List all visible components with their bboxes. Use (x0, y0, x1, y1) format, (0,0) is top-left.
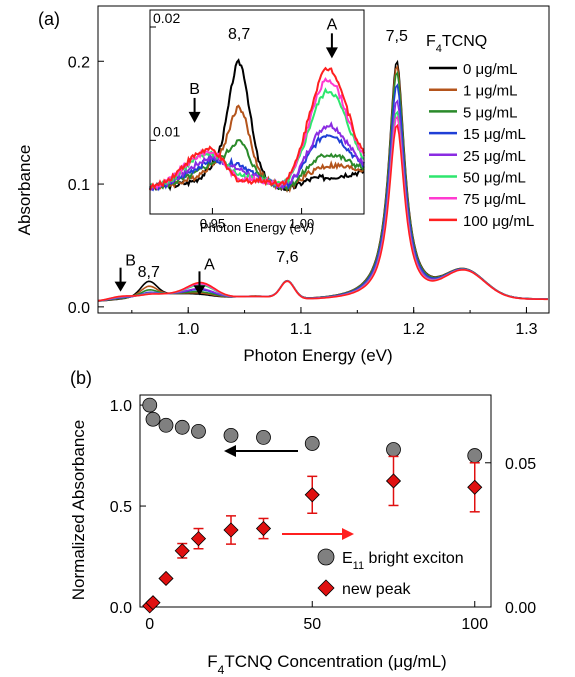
legend-b-label-1: new peak (342, 581, 411, 598)
x-tick-label-1: 1.1 (290, 321, 312, 338)
panel-b-frame (139, 394, 492, 608)
y-tick-label-1: 0.1 (68, 177, 90, 194)
peak-label-1: 8,7 (138, 264, 160, 281)
new-peak-point (223, 522, 239, 538)
b-x-tick-label-2: 100 (461, 616, 488, 633)
new-peak-point (385, 473, 402, 489)
panel-a-y-axis-label: Absorbance (15, 145, 34, 236)
right-axis-arrowhead (342, 528, 354, 540)
peak-label-3: 7,6 (276, 249, 298, 266)
b-x-tick-label-0: 0 (145, 616, 154, 633)
panel-a-legend: F4TCNQ 0 μg/mL 1 μg/mL 5 μg/mL 15 μg/mL 25 μ… (426, 33, 534, 230)
panel-a-label: (a) (38, 9, 60, 29)
inset-arrowhead-2 (325, 47, 338, 59)
legend-label-0: 0 μg/mL (463, 61, 518, 78)
legend-diamond-marker (317, 579, 335, 597)
panel-a-peak-labels: B8,7 A 7,67,5 (114, 28, 408, 296)
inset-y-tick-label-0: 0.01 (153, 123, 180, 139)
inset-arrowhead-1 (188, 111, 201, 123)
panel-b-ticks: 0 50 100 0.0 0.5 1.0 0.00 0.05 (110, 398, 536, 633)
exciton-point (256, 429, 271, 445)
exciton-point (467, 448, 483, 463)
legend-label-2: 5 μg/mL (463, 104, 518, 121)
legend-title: F4TCNQ (426, 33, 487, 55)
exciton-point (223, 427, 239, 443)
b-y-tick-label-2: 1.0 (110, 398, 132, 415)
legend-label-1: 1 μg/mL (463, 83, 518, 100)
inset-label-2: A (327, 16, 338, 33)
panel-b-y-axis-label: Normalized Absorbance (69, 420, 88, 600)
x-tick-label-3: 1.3 (515, 321, 537, 338)
b-y2-tick-label-0: 0.00 (505, 600, 536, 617)
exciton-point (158, 417, 174, 433)
main-curves (97, 59, 548, 302)
new-peak-point (255, 520, 272, 537)
exciton-point (191, 423, 206, 439)
new-peak-point (190, 531, 207, 547)
panel-b-legend: E11 bright exciton new peak (317, 548, 464, 598)
peak-label-4: 7,5 (386, 28, 408, 45)
inset-ticks: 0.95 1.00 0.01 0.02 (150, 10, 314, 231)
inset-series-0 (149, 58, 365, 192)
legend-b-label-0: E11 bright exciton (342, 550, 464, 572)
new-peak-point (174, 543, 190, 559)
b-y-tick-label-1: 0.5 (110, 499, 132, 516)
inset-label-1: B (189, 81, 200, 98)
panel-b: (b) Normalized Absorbance F4TCNQ Concent… (69, 368, 536, 677)
inset-x-axis-label: Photon Energy (eV) (200, 220, 314, 235)
exciton-point (304, 436, 320, 451)
exciton-point (142, 397, 158, 413)
legend-circle-marker (317, 548, 335, 566)
peak-label-2: A (204, 256, 215, 273)
inset-curves (149, 58, 365, 194)
new-peak-point (467, 479, 483, 495)
panel-a-frame (97, 5, 550, 314)
peak-arrowhead-2 (193, 285, 206, 296)
panel-a-ticks: 1.0 1.1 1.2 1.3 0.0 0.1 0.2 (68, 54, 538, 338)
inset-series-2 (149, 139, 365, 192)
x-tick-label-0: 1.0 (177, 321, 199, 338)
y-tick-label-0: 0.0 (68, 300, 90, 317)
b-y2-tick-label-1: 0.05 (505, 456, 536, 473)
inset-series-7 (149, 66, 365, 191)
inset-x-tick-label-1: 1.00 (289, 216, 314, 231)
panel-b-label: (b) (70, 368, 92, 388)
y-tick-label-2: 0.2 (68, 54, 90, 71)
legend-label-7: 100 μg/mL (463, 213, 534, 230)
b-y-tick-label-0: 0.0 (110, 600, 132, 617)
left-axis-arrowhead (224, 445, 236, 457)
inset-label-0: 8,7 (228, 26, 250, 43)
new-peak-point (304, 487, 320, 503)
peak-label-0: B (125, 253, 136, 270)
inset-y-tick-label-1: 0.02 (153, 10, 180, 26)
inset-frame (149, 9, 365, 215)
b-x-tick-label-1: 50 (303, 616, 321, 633)
new-peak-point (158, 570, 174, 587)
new-peak-point (145, 595, 161, 611)
panel-a: (a) Absorbance Photon Energy (eV) 1.0 1.1… (15, 5, 550, 365)
panel-a-x-axis-label: Photon Energy (eV) (243, 346, 392, 365)
panel-b-points (142, 397, 483, 614)
legend-label-4: 25 μg/mL (463, 148, 526, 165)
peak-arrowhead-0 (114, 281, 127, 292)
legend-label-3: 15 μg/mL (463, 126, 526, 143)
exciton-point (145, 411, 161, 427)
x-tick-label-2: 1.2 (403, 321, 425, 338)
inset-series-1 (149, 104, 365, 194)
exciton-point (174, 419, 190, 435)
exciton-point (386, 442, 401, 457)
legend-label-6: 75 μg/mL (463, 191, 526, 208)
inset-peak-labels: 8,7 B A (188, 16, 338, 123)
inset-x-tick-label-0: 0.95 (200, 216, 225, 231)
legend-label-5: 50 μg/mL (463, 170, 526, 187)
main-series-7 (97, 123, 548, 302)
panel-b-x-axis-label: F4TCNQ Concentration (μg/mL) (207, 652, 446, 677)
